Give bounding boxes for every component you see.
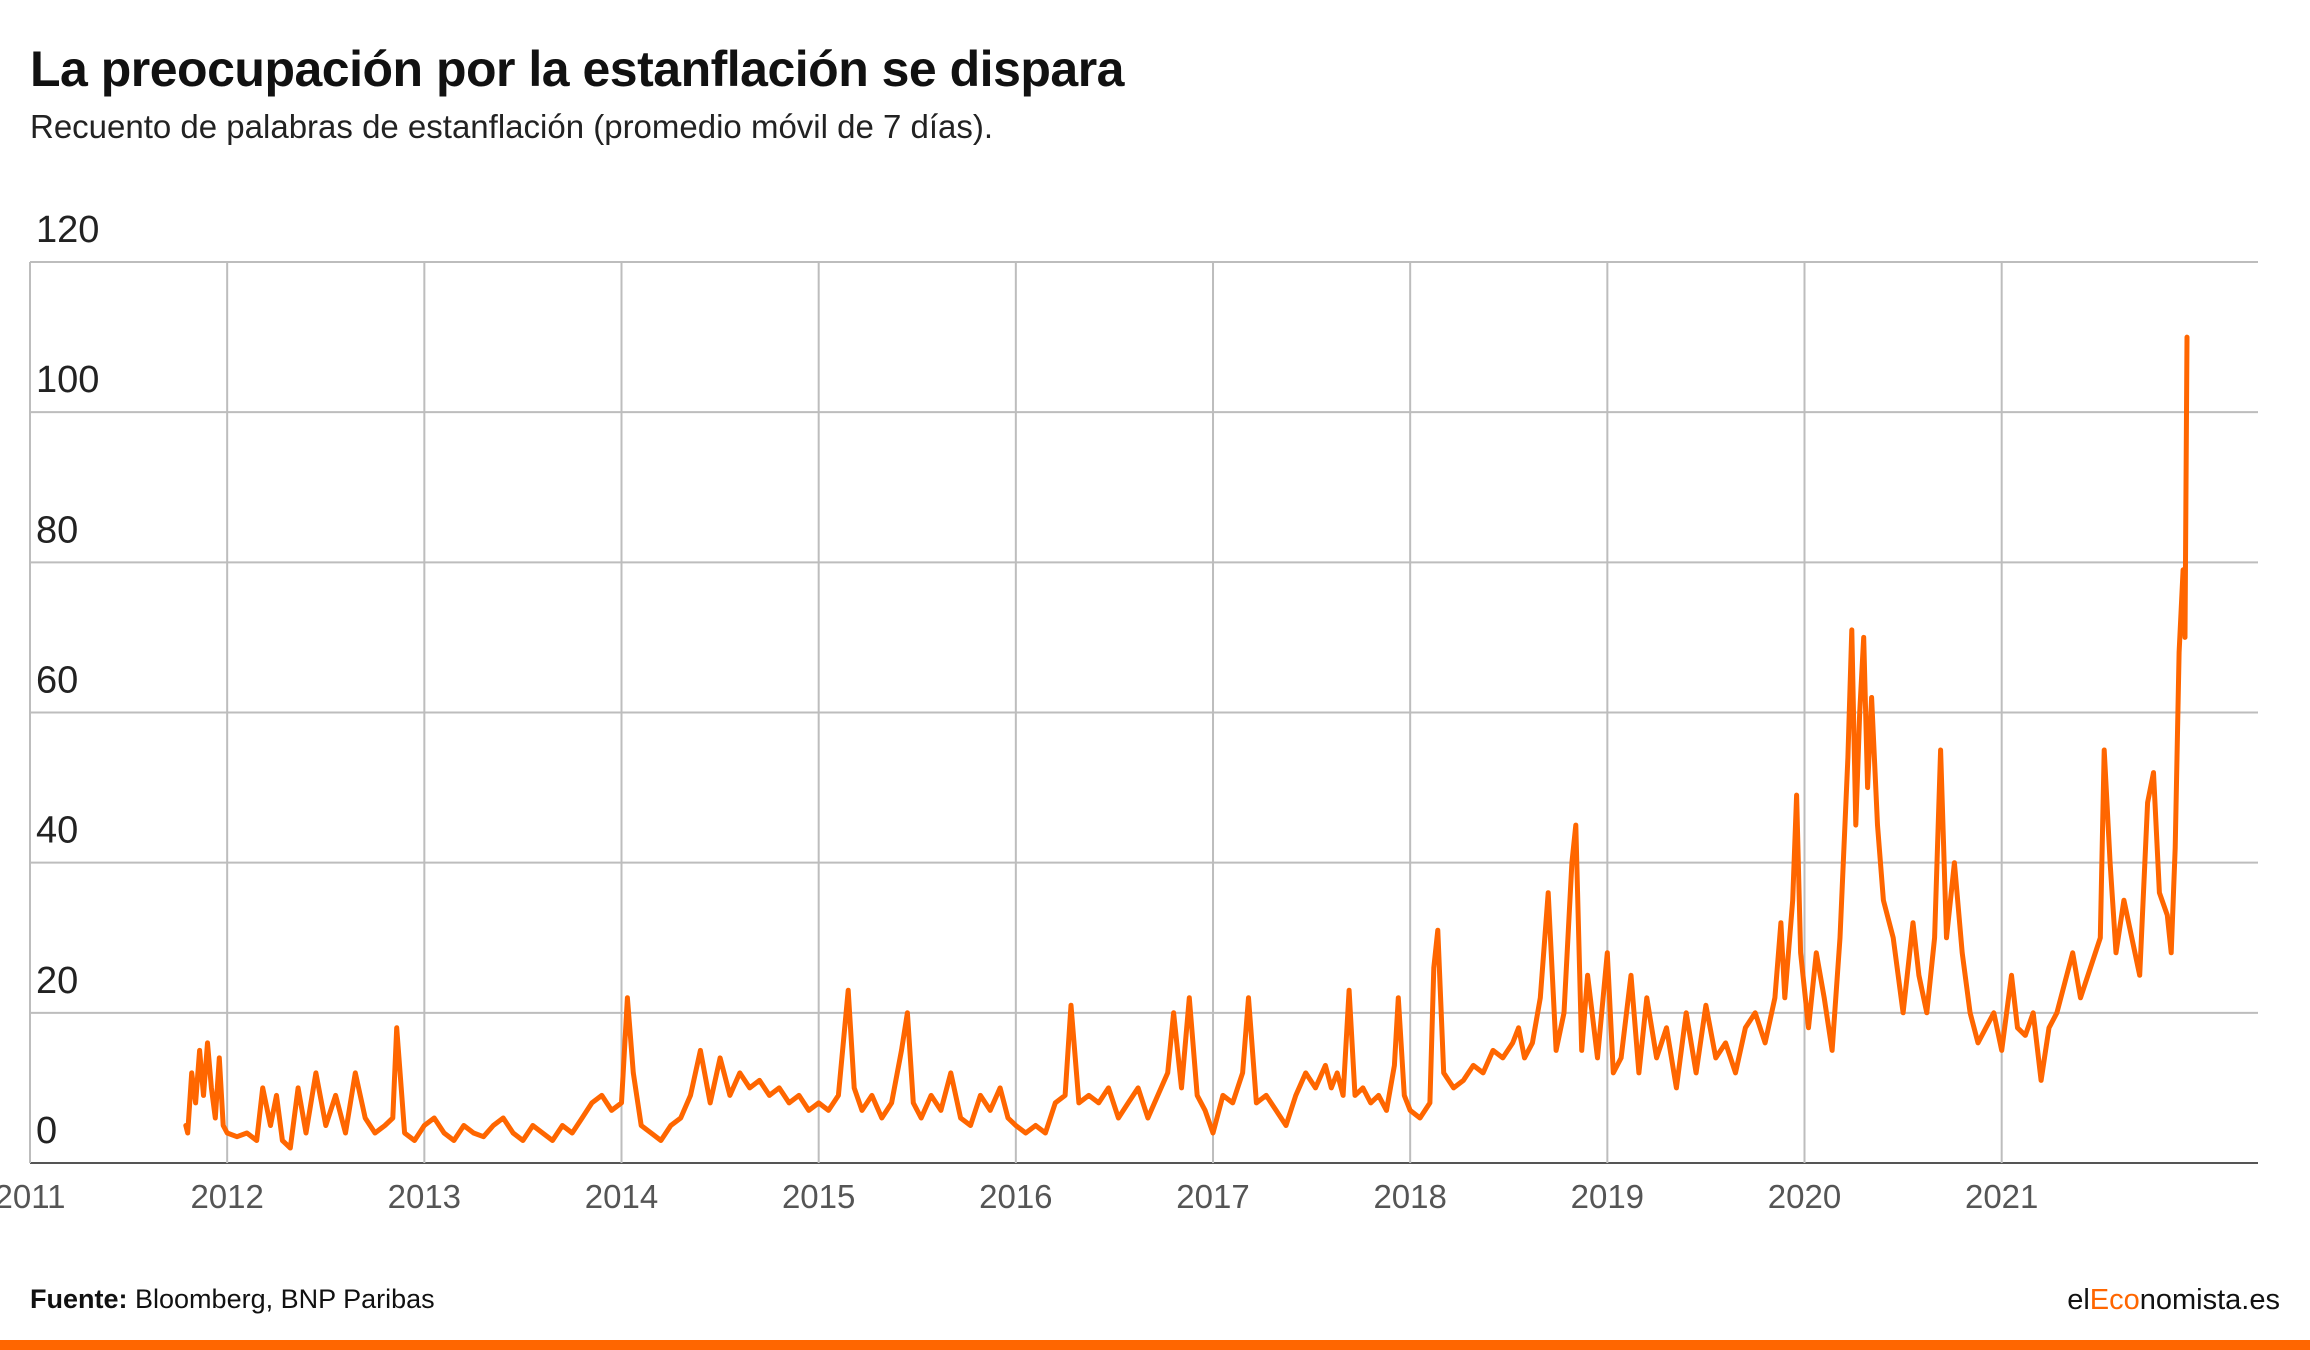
series-group bbox=[183, 334, 2190, 1151]
brand-logo: elEconomista.es bbox=[2067, 1284, 2280, 1317]
x-tick-label: 2021 bbox=[1965, 1178, 2038, 1215]
brand-suffix: nomista.es bbox=[2139, 1284, 2280, 1316]
y-tick-label: 20 bbox=[36, 960, 78, 1002]
x-axis-ticks: 2011 2012 2013 2014 2015 2016 2017 2018 2019 2020… bbox=[0, 1178, 2038, 1215]
x-tick-label: 2016 bbox=[979, 1178, 1052, 1215]
x-tick-label: 2013 bbox=[388, 1178, 461, 1215]
source-text: Bloomberg, BNP Paribas bbox=[135, 1284, 435, 1314]
y-tick-label: 100 bbox=[36, 359, 99, 401]
chart-subtitle: Recuento de palabras de estanflación (pr… bbox=[30, 108, 994, 145]
series-line bbox=[183, 334, 2190, 1151]
x-tick-label: 2018 bbox=[1373, 1178, 1446, 1215]
y-tick-label: 0 bbox=[36, 1110, 57, 1152]
x-tick-label: 2015 bbox=[782, 1178, 855, 1215]
y-tick-label: 60 bbox=[36, 660, 78, 702]
brand-accent: Eco bbox=[2089, 1284, 2140, 1316]
x-tick-label: 2014 bbox=[585, 1178, 658, 1215]
x-tick-label: 2012 bbox=[190, 1178, 263, 1215]
y-tick-label: 80 bbox=[36, 509, 78, 551]
grid bbox=[29, 261, 2258, 1164]
source-label: Fuente: bbox=[30, 1284, 128, 1314]
y-tick-label: 40 bbox=[36, 810, 78, 852]
x-tick-label: 2020 bbox=[1768, 1178, 1841, 1215]
brand-bar bbox=[0, 1340, 2310, 1350]
chart-title: La preocupación por la estanflación se d… bbox=[30, 41, 1125, 97]
y-axis-ticks: 0 20 40 60 80 100 120 bbox=[36, 209, 99, 1152]
brand-prefix: el bbox=[2067, 1284, 2090, 1316]
y-tick-label: 120 bbox=[36, 209, 99, 251]
x-tick-label: 2019 bbox=[1571, 1178, 1644, 1215]
x-tick-label: 2011 bbox=[0, 1178, 65, 1215]
x-tick-label: 2017 bbox=[1176, 1178, 1249, 1215]
source-note: Fuente: Bloomberg, BNP Paribas bbox=[30, 1284, 435, 1315]
